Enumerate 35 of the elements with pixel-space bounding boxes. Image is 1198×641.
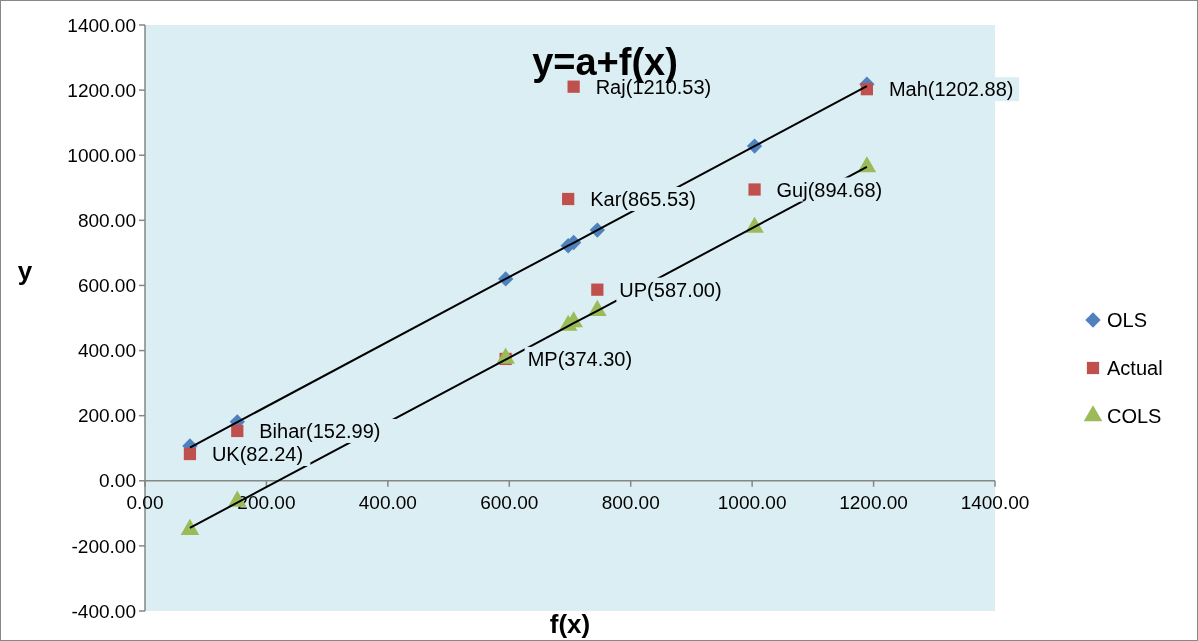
annotation: Guj(894.68) [776,178,883,201]
annotation: Mah(1202.88) [888,78,1014,101]
x-tick-label: 600.00 [480,492,539,514]
y-tick-label: -400.00 [71,600,136,622]
annotation: MP(374.30) [527,347,633,370]
y-tick-label: -200.00 [71,535,136,557]
y-tick-label: 1400.00 [67,14,136,36]
y-tick-label: 800.00 [77,209,136,231]
x-tick-label: 800.00 [601,492,660,514]
annotation: UP(587.00) [619,278,722,301]
y-tick-label: 1000.00 [67,144,136,166]
y-tick-label: 1200.00 [67,79,136,101]
y-tick-label: 600.00 [77,275,136,297]
legend-label: Actual [1107,357,1163,379]
y-tick-label: 400.00 [77,340,136,362]
y-axis-title: y [17,256,33,287]
x-tick-label: 1000.00 [717,492,787,514]
annotation: Bihar(152.99) [259,419,381,442]
point [231,424,244,438]
point [748,183,761,196]
point [562,192,575,206]
x-tick-label: 1400.00 [960,492,1030,514]
x-tick-label: 400.00 [358,492,417,514]
x-axis-title: f(x) [549,609,591,639]
point [183,447,197,461]
x-tick-label: 200.00 [237,492,296,514]
x-tick-label: 1200.00 [839,492,908,514]
x-tick-label: 0.00 [126,492,164,514]
annotation: UK(82.24) [211,443,304,465]
annotation: Kar(865.53) [590,188,696,210]
y-tick-label: 200.00 [77,405,136,427]
legend-label: OLS [1107,309,1148,331]
y-tick-label: 0.00 [99,470,136,492]
point [591,283,604,296]
legend-label: COLS [1107,405,1162,427]
